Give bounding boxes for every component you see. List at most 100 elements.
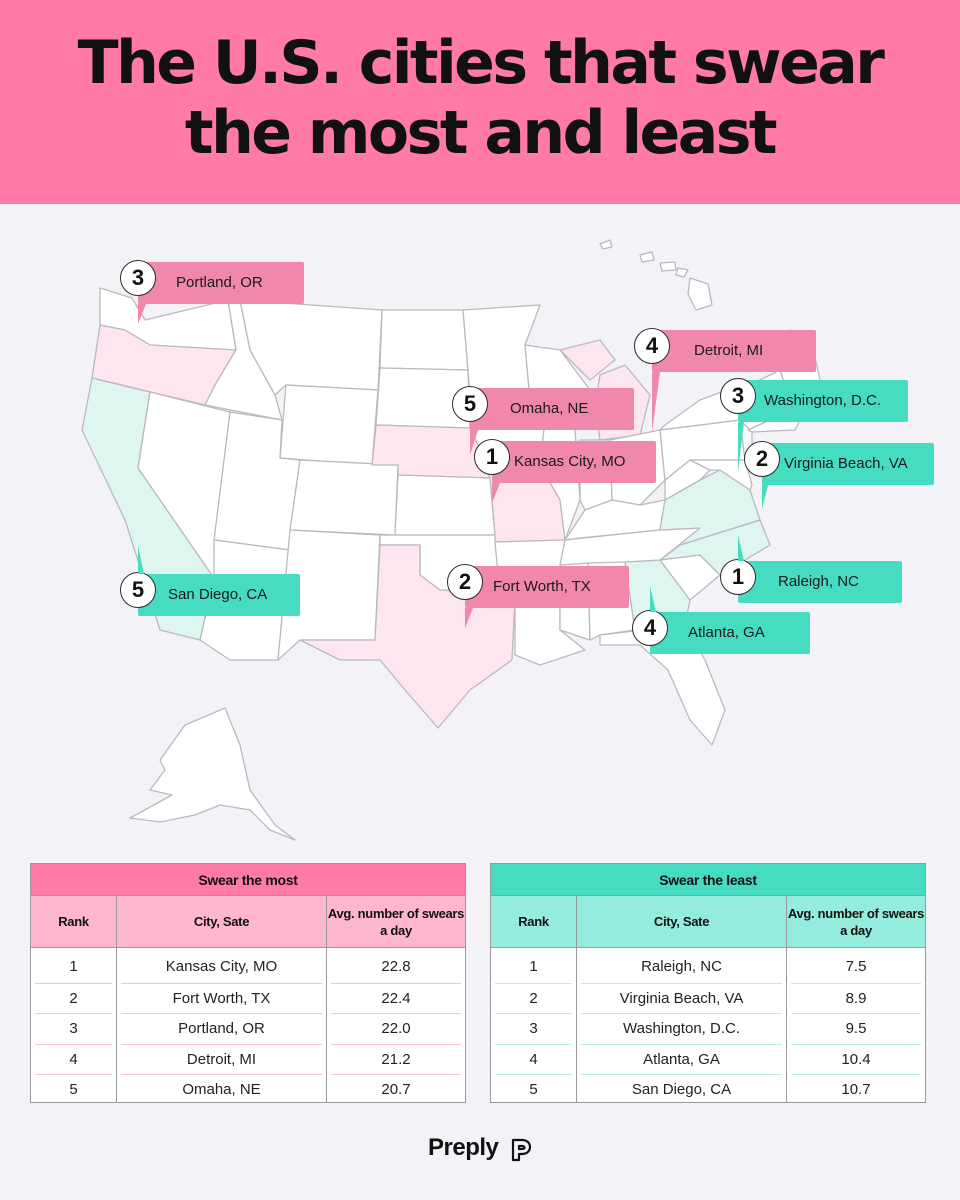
table-cell: 3 — [495, 1013, 572, 1044]
label-san-diego: 5 San Diego, CA — [120, 572, 300, 616]
label-omaha: 5 Omaha, NE — [452, 386, 634, 430]
state-hi-4 — [675, 267, 689, 278]
city-name: Atlanta, GA — [688, 624, 765, 641]
label-pointer — [465, 608, 473, 628]
state-nd — [379, 309, 469, 371]
label-pointer — [650, 586, 656, 612]
table-cell: 5 — [495, 1074, 572, 1105]
city-name: Kansas City, MO — [514, 453, 626, 470]
city-name: Virginia Beach, VA — [784, 455, 908, 472]
table-cell: 8.9 — [791, 982, 921, 1014]
table-cell: Omaha, NE — [121, 1074, 322, 1105]
label-pointer — [762, 485, 768, 509]
state-hi-3 — [659, 261, 677, 272]
header-city: City, Sate — [577, 896, 787, 947]
label-washington-dc: 3 Washington, D.C. — [720, 378, 908, 422]
label-pointer — [492, 483, 500, 503]
table-cell: 3 — [35, 1013, 112, 1044]
table-cell: 2 — [35, 982, 112, 1014]
table-cell: San Diego, CA — [581, 1074, 782, 1105]
label-pointer — [738, 535, 744, 561]
preply-logo-icon — [511, 1138, 532, 1162]
table-cell: 2 — [495, 982, 572, 1014]
label-portland: 3 Portland, OR — [120, 260, 304, 304]
city-name: Portland, OR — [176, 274, 263, 291]
header-avg: Avg. number of swears a day — [787, 896, 925, 947]
table-cell: 9.5 — [791, 1013, 921, 1044]
label-pointer — [652, 372, 660, 432]
table-cell: 21.2 — [331, 1043, 461, 1075]
table-cell: 4 — [495, 1043, 572, 1075]
table-cell: Raleigh, NC — [641, 958, 722, 975]
header-rank: Rank — [31, 896, 117, 947]
column-rank: 1 2 3 4 5 — [31, 948, 117, 1103]
label-pointer — [138, 546, 144, 574]
table-cell: Virginia Beach, VA — [581, 982, 782, 1014]
rank-badge: 2 — [447, 564, 483, 600]
rank-badge: 1 — [474, 439, 510, 475]
column-avg: 7.5 8.9 9.5 10.4 10.7 — [787, 948, 925, 1103]
header-city: City, Sate — [117, 896, 327, 947]
rank-badge: 4 — [632, 610, 668, 646]
city-name: Raleigh, NC — [778, 573, 859, 590]
label-fort-worth: 2 Fort Worth, TX — [447, 564, 629, 608]
city-name: Detroit, MI — [694, 342, 764, 359]
rank-badge: 3 — [720, 378, 756, 414]
label-pointer — [738, 422, 744, 472]
table-cell: Fort Worth, TX — [121, 982, 322, 1014]
page-title: The U.S. cities that swear the most and … — [0, 28, 960, 168]
table-cell: 22.8 — [381, 958, 411, 975]
header-banner: The U.S. cities that swear the most and … — [0, 0, 960, 204]
table-title: Swear the most — [31, 864, 465, 896]
column-rank: 1 2 3 4 5 — [491, 948, 577, 1103]
table-cell: 1 — [69, 958, 78, 975]
table-cell: 22.0 — [331, 1013, 461, 1044]
rank-badge: 2 — [744, 441, 780, 477]
state-ak — [129, 707, 296, 841]
column-city: Raleigh, NC Virginia Beach, VA Washingto… — [577, 948, 787, 1103]
city-name: Omaha, NE — [510, 400, 589, 417]
city-name: Fort Worth, TX — [493, 578, 591, 595]
table-header-row: Rank City, Sate Avg. number of swears a … — [491, 896, 925, 948]
label-atlanta: 4 Atlanta, GA — [632, 610, 810, 654]
table-body: 1 2 3 4 5 Raleigh, NC Virginia Beach, VA… — [491, 948, 925, 1103]
column-avg: 22.8 22.4 22.0 21.2 20.7 — [327, 948, 465, 1103]
table-cell: 1 — [529, 958, 538, 975]
header-avg: Avg. number of swears a day — [327, 896, 465, 947]
label-pointer — [138, 304, 146, 324]
table-cell: 22.4 — [331, 982, 461, 1014]
rank-badge: 5 — [452, 386, 488, 422]
table-title: Swear the least — [491, 864, 925, 896]
state-wy — [279, 384, 379, 466]
table-cell: Portland, OR — [121, 1013, 322, 1044]
table-swear-least: Swear the least Rank City, Sate Avg. num… — [490, 863, 926, 1103]
table-cell: Atlanta, GA — [581, 1043, 782, 1075]
state-co — [289, 459, 399, 536]
header-rank: Rank — [491, 896, 577, 947]
table-swear-most: Swear the most Rank City, Sate Avg. numb… — [30, 863, 466, 1103]
table-cell: 10.7 — [791, 1074, 921, 1105]
table-header-row: Rank City, Sate Avg. number of swears a … — [31, 896, 465, 948]
state-hi-2 — [639, 251, 655, 263]
table-cell: 20.7 — [331, 1074, 461, 1105]
state-hi-5 — [687, 277, 713, 311]
city-name: Washington, D.C. — [764, 392, 881, 409]
table-cell: 7.5 — [845, 958, 867, 975]
city-name: San Diego, CA — [168, 586, 268, 603]
rank-badge: 3 — [120, 260, 156, 296]
state-hi-1 — [599, 239, 613, 250]
column-city: Kansas City, MO Fort Worth, TX Portland,… — [117, 948, 327, 1103]
table-cell: Washington, D.C. — [581, 1013, 782, 1044]
label-pointer — [470, 430, 478, 455]
title-line-2: the most and least — [184, 98, 778, 168]
label-virginia-beach: 2 Virginia Beach, VA — [744, 441, 934, 485]
table-body: 1 2 3 4 5 Kansas City, MO Fort Worth, TX… — [31, 948, 465, 1103]
state-ks — [394, 474, 496, 536]
table-cell: 4 — [35, 1043, 112, 1075]
label-detroit: 4 Detroit, MI — [634, 328, 816, 372]
rank-badge: 4 — [634, 328, 670, 364]
title-line-1: The U.S. cities that swear — [77, 28, 885, 98]
table-cell: 5 — [35, 1074, 112, 1105]
preply-logo-text: Preply — [428, 1134, 499, 1161]
rank-badge: 5 — [120, 572, 156, 608]
